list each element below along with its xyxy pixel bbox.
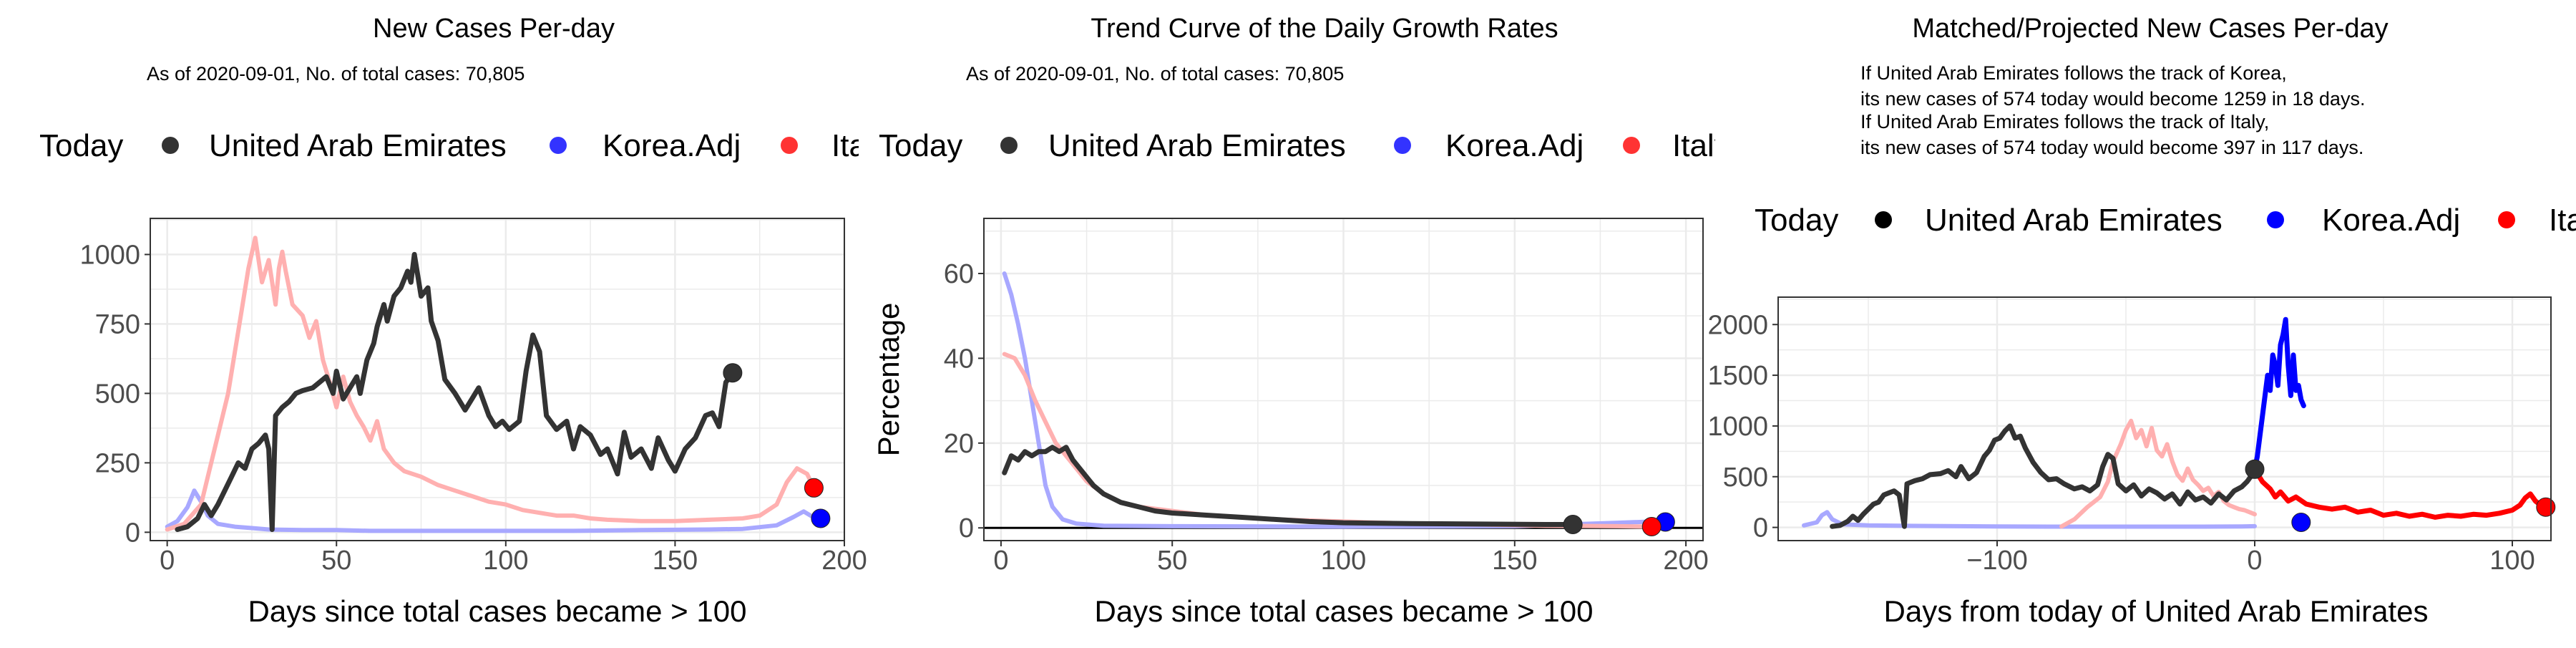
x-tick-label: 200 bbox=[821, 546, 867, 576]
series-line-united-arab-emirates bbox=[175, 251, 736, 532]
today-marker bbox=[2291, 513, 2311, 532]
y-tick-label: 500 bbox=[1723, 463, 1768, 493]
legend-label-italy: Italy bbox=[831, 128, 889, 163]
panel-title: Matched/Projected New Cases Per-day bbox=[1912, 14, 2388, 44]
plot-border bbox=[1777, 296, 2552, 541]
series-line-korea-adj bbox=[165, 488, 823, 533]
panel-subtitle-line-2: its new cases of 574 today would become … bbox=[1860, 88, 2365, 110]
panel-subtitle: As of 2020-09-01, No. of total cases: 70… bbox=[147, 63, 525, 84]
x-axis-label: Days since total cases became > 100 bbox=[248, 594, 747, 628]
series-line-italy bbox=[1002, 352, 1654, 529]
legend-key-uae bbox=[162, 137, 179, 154]
y-tick-label: 0 bbox=[1753, 513, 1768, 543]
y-tick-label: 750 bbox=[95, 309, 140, 339]
legend-label-korea: Korea.Adj bbox=[602, 128, 741, 163]
legend: Today United Arab Emirates Korea.Adj Ita… bbox=[39, 128, 889, 163]
plot-area: 0 50 100 150 200 0 20 40 60 bbox=[944, 218, 1709, 576]
y-tick-label: 1000 bbox=[79, 240, 140, 270]
series-line-italy bbox=[165, 236, 816, 532]
legend-label-italy: Italy bbox=[2549, 203, 2576, 238]
series-group bbox=[1802, 316, 2549, 529]
legend-label-italy: Italy bbox=[1672, 128, 1730, 163]
today-marker bbox=[723, 363, 743, 383]
x-tick-label: 50 bbox=[321, 546, 351, 576]
panel-title: New Cases Per-day bbox=[373, 14, 615, 44]
legend-key-uae bbox=[1000, 137, 1018, 154]
y-tick-label: 40 bbox=[944, 344, 974, 374]
panel-growth-rates: Trend Curve of the Daily Growth Rates As… bbox=[872, 14, 1730, 628]
panel-title: Trend Curve of the Daily Growth Rates bbox=[1091, 14, 1558, 44]
x-tick-label: 100 bbox=[2489, 546, 2534, 576]
series-line-korea-adj bbox=[1002, 271, 1668, 529]
x-tick-label: −100 bbox=[1966, 546, 2028, 576]
x-tick-label: 100 bbox=[1321, 546, 1366, 576]
series-group bbox=[165, 236, 823, 533]
today-marker bbox=[804, 478, 824, 498]
y-tick-label: 2000 bbox=[1707, 310, 1768, 340]
y-tick-label: 1000 bbox=[1707, 412, 1768, 442]
x-tick-label: 200 bbox=[1663, 546, 1708, 576]
legend-label-uae: United Arab Emirates bbox=[209, 128, 507, 163]
panel-subtitle-line-3: If United Arab Emirates follows the trac… bbox=[1860, 111, 2269, 132]
legend-key-italy bbox=[2498, 211, 2515, 228]
legend-title: Today bbox=[1755, 203, 1838, 238]
legend-key-italy bbox=[781, 137, 798, 154]
panel-subtitle: As of 2020-09-01, No. of total cases: 70… bbox=[966, 63, 1344, 84]
x-tick-label: 50 bbox=[1157, 546, 1187, 576]
panel-subtitle-line-4: its new cases of 574 today would become … bbox=[1860, 137, 2363, 158]
y-tick-label: 1500 bbox=[1707, 361, 1768, 391]
legend-key-italy bbox=[1623, 137, 1640, 154]
y-tick-label: 250 bbox=[95, 448, 140, 478]
x-axis-label: Days since total cases became > 100 bbox=[1095, 594, 1594, 628]
legend: Today United Arab Emirates Korea.Adj Ita… bbox=[1755, 203, 2576, 238]
x-tick-label: 0 bbox=[993, 546, 1008, 576]
legend-key-korea bbox=[2267, 211, 2284, 228]
legend-key-korea bbox=[550, 137, 567, 154]
x-axis-label: Days from today of United Arab Emirates bbox=[1884, 594, 2429, 628]
y-tick-label: 60 bbox=[944, 259, 974, 289]
panel-subtitle-line-1: If United Arab Emirates follows the trac… bbox=[1860, 62, 2287, 84]
series-line-united-arab-emirates bbox=[1002, 445, 1576, 527]
y-tick-label: 20 bbox=[944, 429, 974, 459]
series-line-korea-adj bbox=[2252, 316, 2306, 472]
today-marker bbox=[1641, 516, 1662, 536]
x-tick-label: 150 bbox=[1492, 546, 1537, 576]
legend-key-uae bbox=[1875, 211, 1892, 228]
legend-label-korea: Korea.Adj bbox=[2322, 203, 2460, 238]
legend-label-korea: Korea.Adj bbox=[1445, 128, 1584, 163]
legend-label-uae: United Arab Emirates bbox=[1048, 128, 1346, 163]
today-marker bbox=[2245, 459, 2265, 479]
series-group bbox=[1002, 271, 1668, 529]
plot-area: 0 50 100 150 200 0 250 500 750 1000 bbox=[79, 218, 867, 576]
plot-border bbox=[150, 218, 845, 541]
legend-title: Today bbox=[879, 128, 962, 163]
series-line-korea-adj-matched bbox=[1802, 510, 2257, 529]
today-marker bbox=[811, 508, 831, 528]
y-tick-label: 0 bbox=[959, 513, 974, 543]
series-line-italy bbox=[2252, 466, 2549, 520]
y-tick-label: 0 bbox=[125, 518, 140, 548]
legend: Today United Arab Emirates Korea.Adj Ita… bbox=[879, 128, 1730, 163]
legend-key-korea bbox=[1394, 137, 1411, 154]
legend-label-uae: United Arab Emirates bbox=[1925, 203, 2223, 238]
plot-border bbox=[983, 218, 1704, 541]
y-tick-label: 500 bbox=[95, 379, 140, 409]
today-marker bbox=[1563, 515, 1583, 534]
x-tick-label: 0 bbox=[2247, 546, 2262, 576]
panel-projection: Matched/Projected New Cases Per-day If U… bbox=[1707, 14, 2576, 628]
y-axis-label: Percentage bbox=[872, 303, 905, 457]
x-tick-label: 0 bbox=[160, 546, 175, 576]
legend-title: Today bbox=[39, 128, 123, 163]
x-tick-label: 100 bbox=[483, 546, 528, 576]
panel-new-cases: New Cases Per-day As of 2020-09-01, No. … bbox=[39, 14, 889, 628]
series-line-italy-matched bbox=[2059, 418, 2257, 529]
series-line-united-arab-emirates bbox=[1830, 423, 2258, 529]
today-marker bbox=[2536, 497, 2556, 517]
x-tick-label: 150 bbox=[653, 546, 698, 576]
